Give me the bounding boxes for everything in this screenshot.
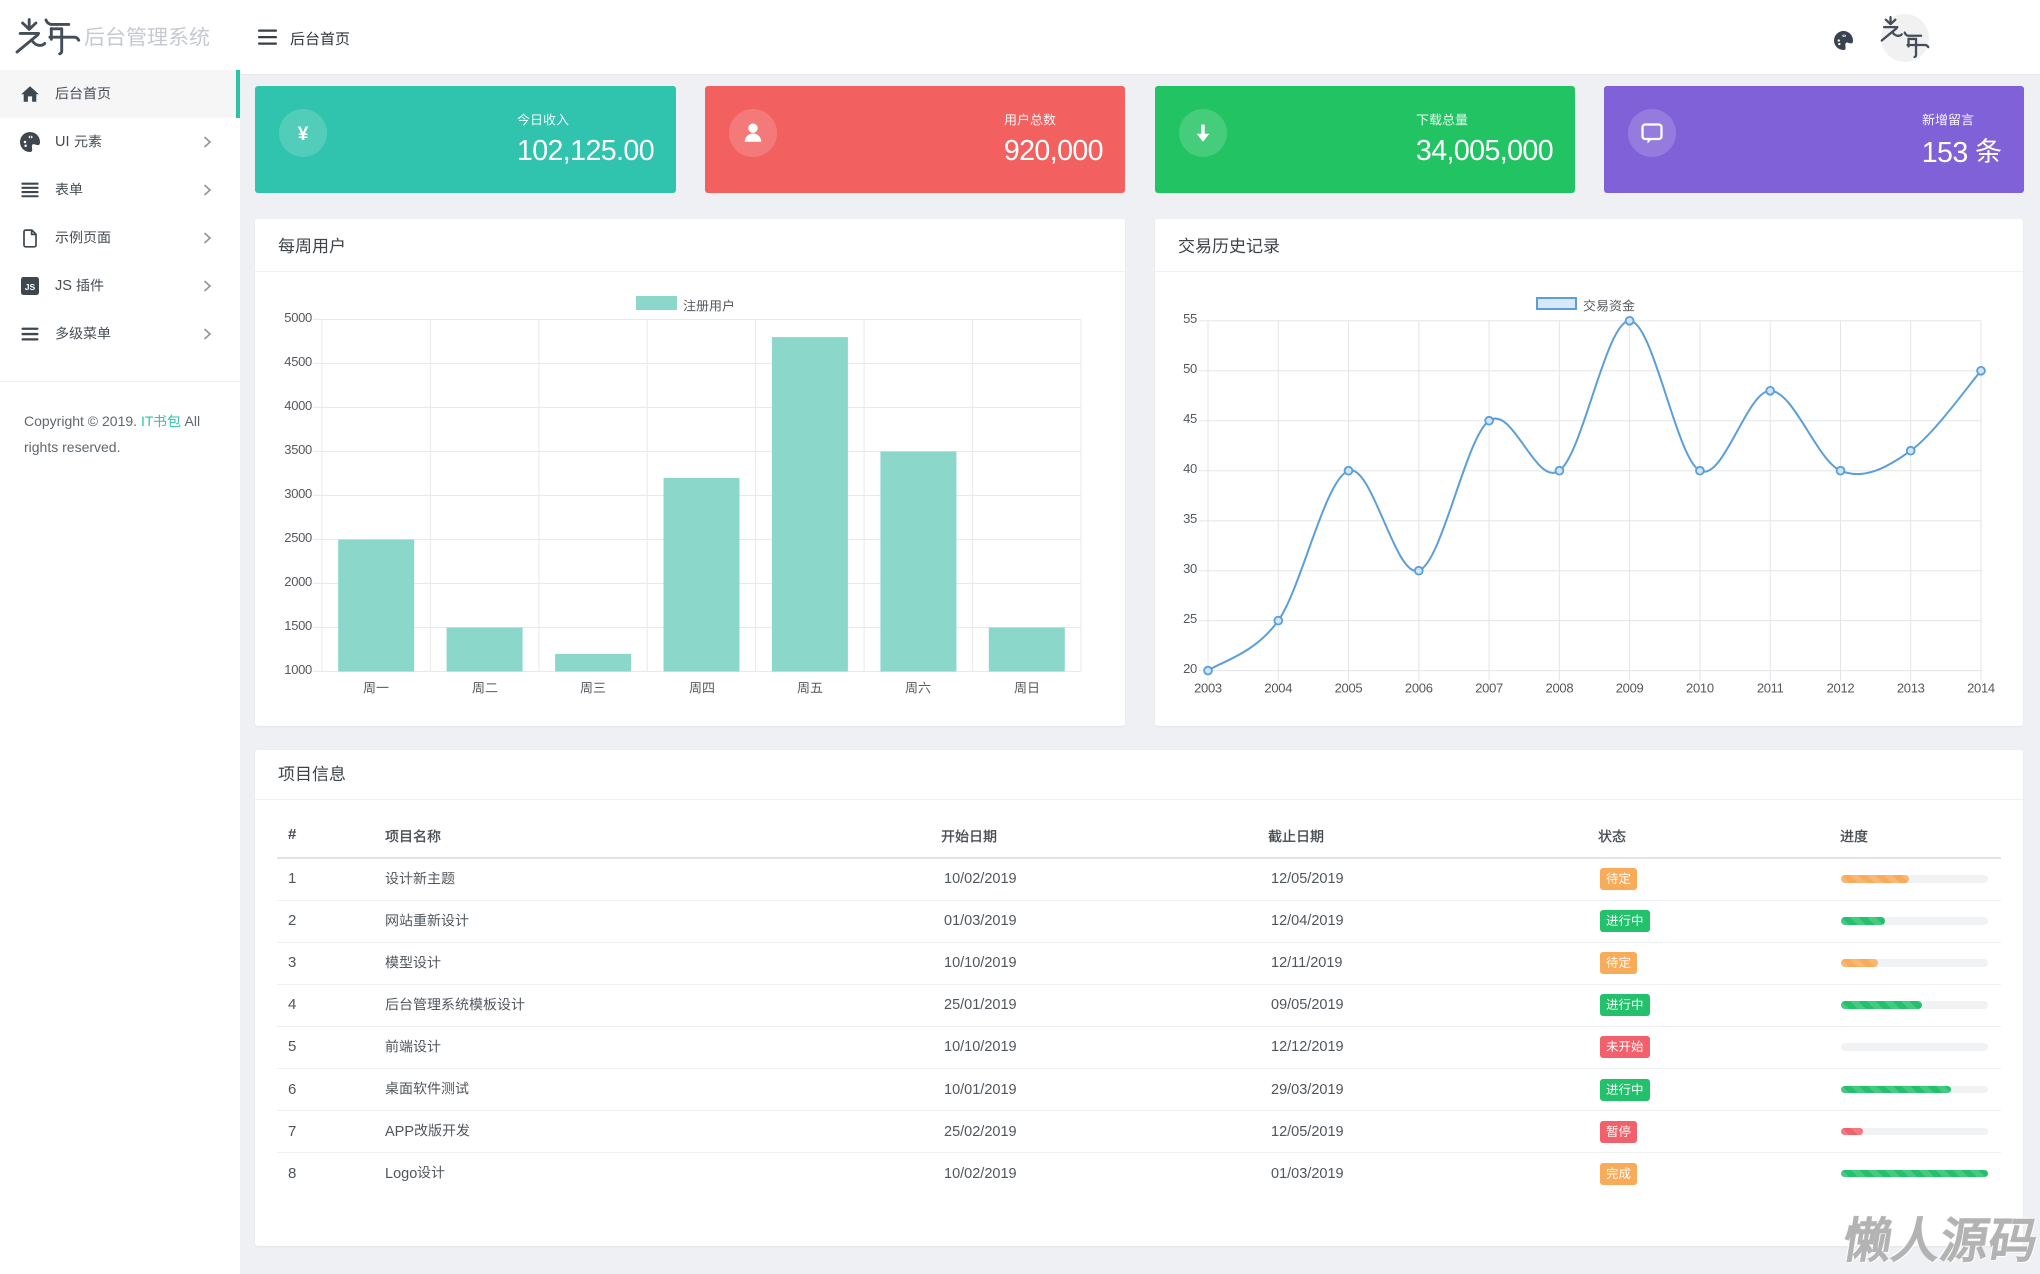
svg-text:2013: 2013 [1897,681,1925,696]
svg-text:4500: 4500 [284,354,312,369]
svg-text:2010: 2010 [1686,681,1714,696]
svg-text:35: 35 [1183,511,1197,526]
svg-text:45: 45 [1183,411,1197,426]
svg-text:JS: JS [25,282,36,292]
svg-text:¥: ¥ [298,124,309,145]
svg-text:2004: 2004 [1264,681,1292,696]
svg-text:2500: 2500 [284,530,312,545]
svg-text:4000: 4000 [284,398,312,413]
svg-text:50: 50 [1183,361,1197,376]
svg-text:5000: 5000 [284,310,312,325]
svg-text:2011: 2011 [1757,681,1784,696]
svg-text:1500: 1500 [284,618,312,633]
svg-text:2014: 2014 [1967,681,1995,696]
svg-text:2005: 2005 [1335,681,1363,696]
svg-text:3500: 3500 [284,442,312,457]
svg-text:2007: 2007 [1475,681,1503,696]
svg-text:2012: 2012 [1827,681,1855,696]
svg-text:20: 20 [1183,661,1197,676]
svg-text:40: 40 [1183,461,1197,476]
svg-text:25: 25 [1183,611,1197,626]
svg-text:2003: 2003 [1194,681,1222,696]
svg-text:2000: 2000 [284,574,312,589]
svg-text:3000: 3000 [284,486,312,501]
svg-text:2008: 2008 [1546,681,1574,696]
svg-text:55: 55 [1183,311,1197,326]
svg-text:2006: 2006 [1405,681,1433,696]
svg-text:1000: 1000 [284,662,312,677]
svg-text:2009: 2009 [1616,681,1644,696]
svg-text:30: 30 [1183,561,1197,576]
